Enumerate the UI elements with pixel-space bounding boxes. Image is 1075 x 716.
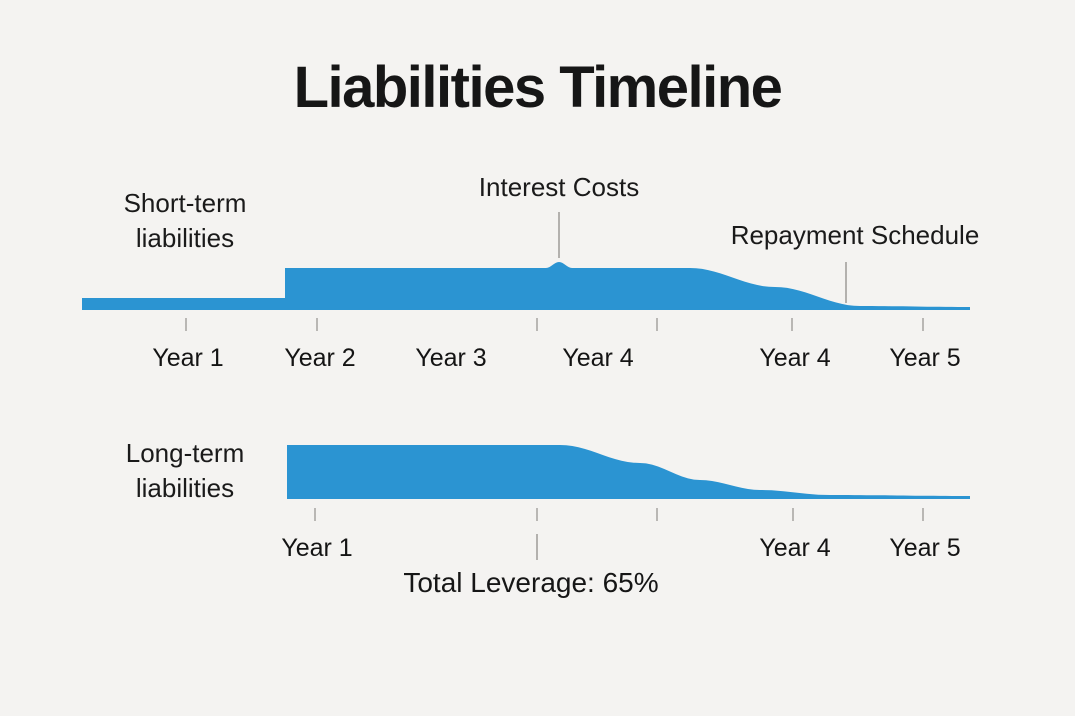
repayment-schedule-pointer-line: [845, 262, 847, 303]
axis-tick-short-term: [536, 318, 538, 331]
interest-costs-label: Interest Costs: [478, 172, 640, 202]
axis-year-label-short-term: Year 1: [152, 344, 224, 372]
axis-tick-short-term: [791, 318, 793, 331]
axis-tick-short-term: [656, 318, 658, 331]
axis-tick-long-term: [922, 508, 924, 521]
axis-tick-long-term: [656, 508, 658, 521]
band-area-long-term: [287, 445, 970, 499]
axis-tick-short-term: [316, 318, 318, 331]
band-area-short-term: [82, 262, 970, 310]
repayment-schedule-label: Repayment Schedule: [730, 220, 980, 250]
axis-tick-long-term: [792, 508, 794, 521]
axis-year-label-short-term: Year 3: [415, 344, 487, 372]
axis-year-label-long-term: Year 5: [889, 534, 961, 562]
axis-tick-long-term: [314, 508, 316, 521]
axis-tick-short-term: [922, 318, 924, 331]
band-label-short-term: Short-term liabilities: [123, 188, 247, 254]
axis-year-label-long-term: Year 1: [281, 534, 353, 562]
axis-year-label-short-term: Year 2: [284, 344, 356, 372]
interest-costs-pointer-line: [558, 212, 560, 258]
axis-year-label-short-term: Year 5: [889, 344, 961, 372]
band-label-long-term: Long-term liabilities: [125, 438, 245, 504]
stray-tick-line: [536, 534, 538, 560]
axis-year-label-short-term: Year 4: [562, 344, 634, 372]
total-leverage-label: Total Leverage: 65%: [403, 567, 659, 598]
axis-tick-long-term: [536, 508, 538, 521]
axis-year-label-short-term: Year 4: [759, 344, 831, 372]
axis-year-label-long-term: Year 4: [759, 534, 831, 562]
chart-title: Liabilities Timeline: [293, 55, 783, 120]
axis-tick-short-term: [185, 318, 187, 331]
